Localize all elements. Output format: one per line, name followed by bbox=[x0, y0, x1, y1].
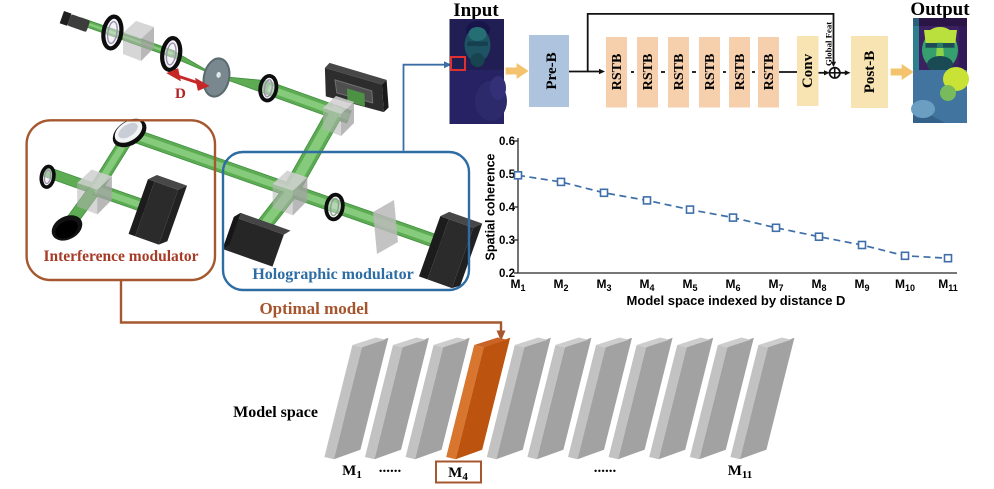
svg-text:M1: M1 bbox=[342, 463, 362, 481]
svg-text:RSTB: RSTB bbox=[733, 54, 748, 91]
svg-text:M2: M2 bbox=[553, 277, 568, 293]
svg-text:M11: M11 bbox=[728, 463, 753, 481]
svg-text:M5: M5 bbox=[682, 277, 697, 293]
svg-text:Spatial coherence: Spatial coherence bbox=[484, 153, 498, 260]
svg-text:......: ...... bbox=[594, 460, 617, 476]
svg-text:M7: M7 bbox=[768, 277, 783, 293]
svg-text:......: ...... bbox=[379, 460, 402, 476]
svg-text:0.3: 0.3 bbox=[499, 235, 515, 247]
svg-text:M6: M6 bbox=[725, 277, 740, 293]
svg-text:0.4: 0.4 bbox=[499, 202, 516, 214]
svg-text:M3: M3 bbox=[596, 277, 611, 293]
svg-text:RSTB: RSTB bbox=[672, 54, 687, 91]
svg-text:0.5: 0.5 bbox=[499, 169, 516, 181]
svg-text:RSTB: RSTB bbox=[703, 54, 718, 91]
svg-text:Model space indexed by distanc: Model space indexed by distance D bbox=[627, 293, 846, 308]
svg-text:Conv: Conv bbox=[800, 53, 816, 88]
svg-text:M10: M10 bbox=[895, 277, 915, 293]
svg-text:0.2: 0.2 bbox=[499, 268, 515, 280]
svg-text:M4: M4 bbox=[448, 465, 468, 483]
svg-text:M4: M4 bbox=[639, 277, 654, 293]
svg-text:0.6: 0.6 bbox=[499, 136, 515, 148]
svg-text:Holographic modulator: Holographic modulator bbox=[252, 266, 413, 283]
svg-text:Optimal model: Optimal model bbox=[259, 299, 368, 318]
svg-text:Output: Output bbox=[910, 0, 970, 20]
svg-text:RSTB: RSTB bbox=[610, 54, 625, 91]
svg-text:M9: M9 bbox=[854, 277, 869, 293]
svg-text:M11: M11 bbox=[938, 277, 958, 293]
svg-text:M1: M1 bbox=[510, 277, 525, 293]
svg-text:Input: Input bbox=[453, 0, 499, 21]
svg-text:RSTB: RSTB bbox=[641, 54, 656, 91]
svg-text:RSTB: RSTB bbox=[762, 54, 777, 91]
svg-text:Pre-B: Pre-B bbox=[544, 52, 560, 89]
svg-text:Interference modulator: Interference modulator bbox=[43, 248, 198, 265]
svg-text:Model space: Model space bbox=[233, 404, 318, 421]
svg-text:M8: M8 bbox=[811, 277, 826, 293]
svg-text:D: D bbox=[175, 86, 186, 102]
svg-text:Post-B: Post-B bbox=[862, 51, 878, 94]
svg-text:Global Feat: Global Feat bbox=[824, 22, 834, 66]
